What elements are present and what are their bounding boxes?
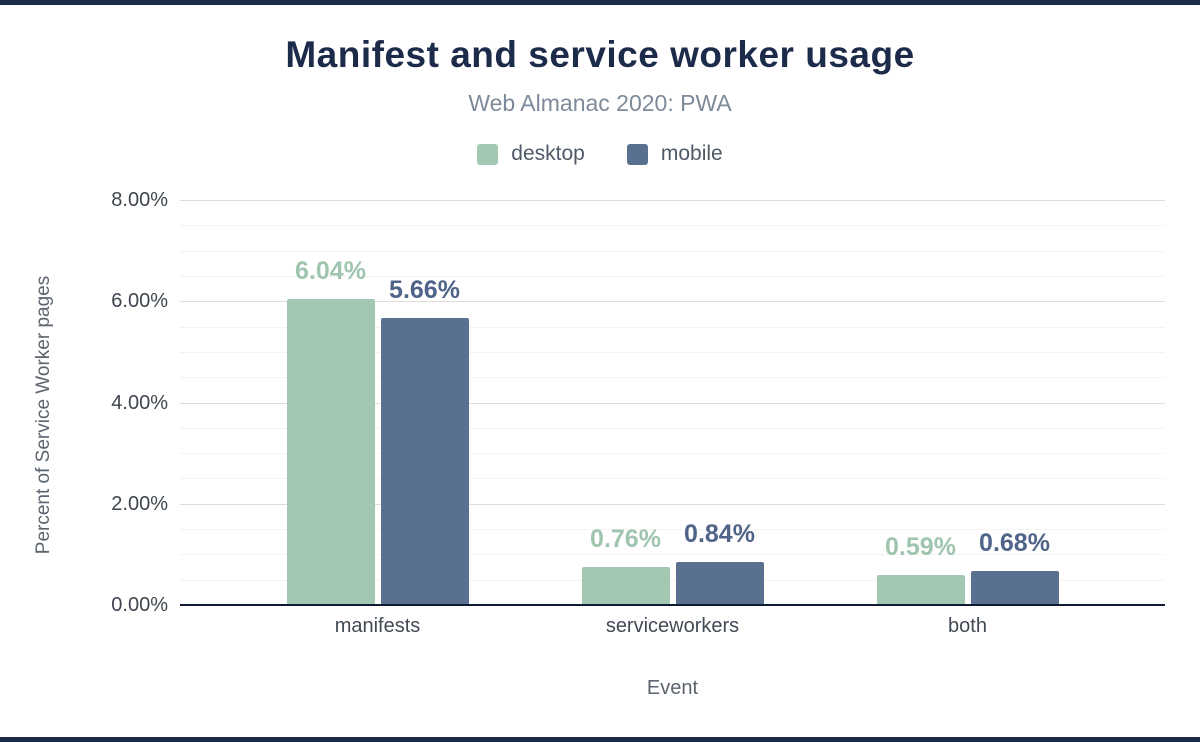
- legend-label-mobile: mobile: [660, 142, 723, 165]
- bar-mobile-manifests: [380, 318, 469, 605]
- y-tick-label: 6.00%: [111, 290, 168, 313]
- legend-swatch-mobile: [626, 143, 648, 165]
- top-border: [0, 0, 1200, 5]
- y-tick-label: 4.00%: [111, 391, 168, 414]
- bar-value-label-mobile-manifests: 5.66%: [389, 276, 460, 305]
- legend-label-desktop: desktop: [511, 142, 585, 165]
- x-tick-label-serviceworkers: serviceworkers: [605, 615, 740, 637]
- bar-desktop-both: [876, 575, 965, 605]
- minor-gridline: [180, 478, 1165, 480]
- minor-gridline: [180, 427, 1165, 429]
- minor-gridline: [180, 579, 1165, 581]
- x-tick-label-manifests: manifests: [334, 615, 421, 637]
- minor-gridline: [180, 326, 1165, 328]
- major-gridline: [180, 402, 1165, 404]
- bar-value-label-desktop-serviceworkers: 0.76%: [590, 524, 661, 553]
- bar-value-label-desktop-both: 0.59%: [885, 533, 956, 562]
- minor-gridline: [180, 377, 1165, 379]
- legend-swatch-desktop: [477, 143, 499, 165]
- bar-value-label-mobile-both: 0.68%: [979, 528, 1050, 557]
- bar-desktop-manifests: [286, 299, 375, 605]
- minor-gridline: [180, 453, 1165, 455]
- legend-item-desktop: desktop: [477, 142, 585, 166]
- x-axis-baseline: [180, 604, 1165, 606]
- minor-gridline: [180, 529, 1165, 531]
- legend-item-mobile: mobile: [626, 142, 723, 166]
- minor-gridline: [180, 225, 1165, 227]
- x-axis-title: Event: [646, 677, 699, 699]
- bar-desktop-serviceworkers: [581, 566, 670, 605]
- y-axis-title: Percent of Service Worker pages: [33, 275, 54, 554]
- bottom-border: [0, 737, 1200, 742]
- y-tick-label: 0.00%: [111, 594, 168, 616]
- legend: desktop mobile: [0, 142, 1200, 166]
- major-gridline: [180, 301, 1165, 303]
- bar-mobile-serviceworkers: [675, 562, 764, 605]
- chart-title: Manifest and service worker usage: [285, 34, 915, 75]
- minor-gridline: [180, 554, 1165, 556]
- x-tick-label-both: both: [948, 615, 987, 637]
- minor-gridline: [180, 351, 1165, 353]
- major-gridline: [180, 503, 1165, 505]
- y-tick-label: 2.00%: [111, 492, 168, 515]
- bar-mobile-both: [970, 570, 1059, 605]
- chart-subtitle: Web Almanac 2020: PWA: [468, 90, 732, 116]
- bar-value-label-mobile-serviceworkers: 0.84%: [684, 520, 755, 549]
- minor-gridline: [180, 275, 1165, 277]
- bar-value-label-desktop-manifests: 6.04%: [295, 257, 366, 286]
- minor-gridline: [180, 250, 1165, 252]
- major-gridline: [180, 200, 1165, 201]
- y-tick-label: 8.00%: [111, 189, 168, 211]
